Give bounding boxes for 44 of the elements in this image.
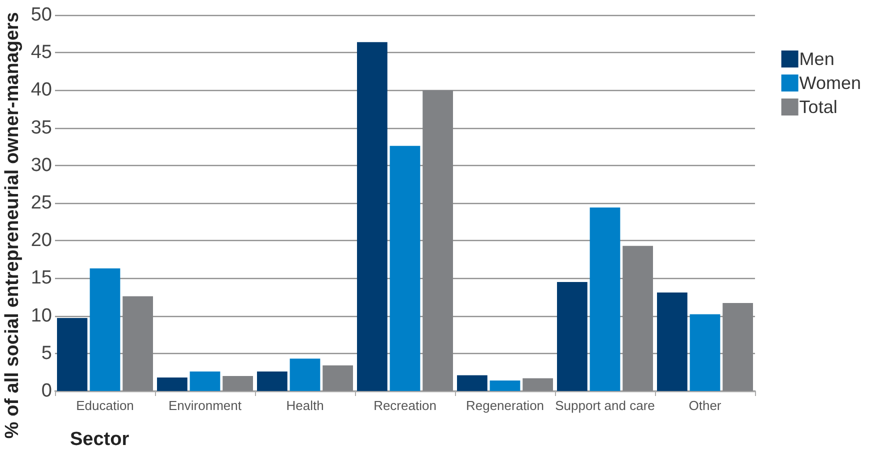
- bar: [222, 376, 253, 391]
- y-tick-label: 25: [30, 192, 52, 214]
- y-tick-label: 35: [30, 117, 52, 138]
- legend-label: Men: [799, 49, 834, 69]
- y-tick-label: 0: [41, 380, 52, 402]
- x-tick-label: Environment: [168, 398, 242, 413]
- x-tick-label: Other: [688, 398, 722, 413]
- bar: [390, 146, 420, 391]
- bar: [257, 371, 288, 391]
- y-tick-label: 50: [30, 4, 52, 26]
- x-tick-label: Recreation: [374, 398, 436, 413]
- bar: [422, 90, 453, 391]
- x-tick-label: Health: [286, 398, 324, 413]
- bar: [90, 268, 120, 391]
- bar: [357, 42, 388, 391]
- y-tick-label: 40: [30, 80, 52, 101]
- y-tick-label: 5: [41, 342, 52, 364]
- bar: [590, 208, 620, 391]
- bar: [190, 371, 220, 391]
- bar: [57, 318, 88, 391]
- bar: [522, 378, 553, 391]
- bar: [290, 358, 320, 391]
- x-tick-label: Support and care: [555, 398, 655, 413]
- bar: [622, 246, 653, 391]
- bar: [657, 292, 688, 391]
- bar: [122, 296, 153, 391]
- bar: [690, 314, 720, 391]
- legend-label: Women: [799, 73, 862, 93]
- y-tick-label: 15: [30, 268, 52, 289]
- x-tick-label: Regeneration: [466, 398, 544, 413]
- y-tick-label: 20: [30, 230, 52, 252]
- y-tick-label: 30: [30, 154, 52, 176]
- bar: [457, 375, 488, 391]
- x-tick-label: Education: [76, 398, 134, 413]
- bar: [490, 380, 520, 391]
- legend-label: Total: [799, 97, 838, 117]
- bar: [322, 365, 353, 391]
- bar: [557, 282, 588, 391]
- bar: [722, 303, 753, 391]
- y-tick-label: 45: [30, 42, 52, 64]
- y-axis-title: % of all social entrepreneurial owner-managers: [2, 12, 23, 439]
- bar: [157, 377, 188, 391]
- y-tick-label: 10: [30, 305, 52, 326]
- x-axis-title: Sector: [70, 429, 130, 450]
